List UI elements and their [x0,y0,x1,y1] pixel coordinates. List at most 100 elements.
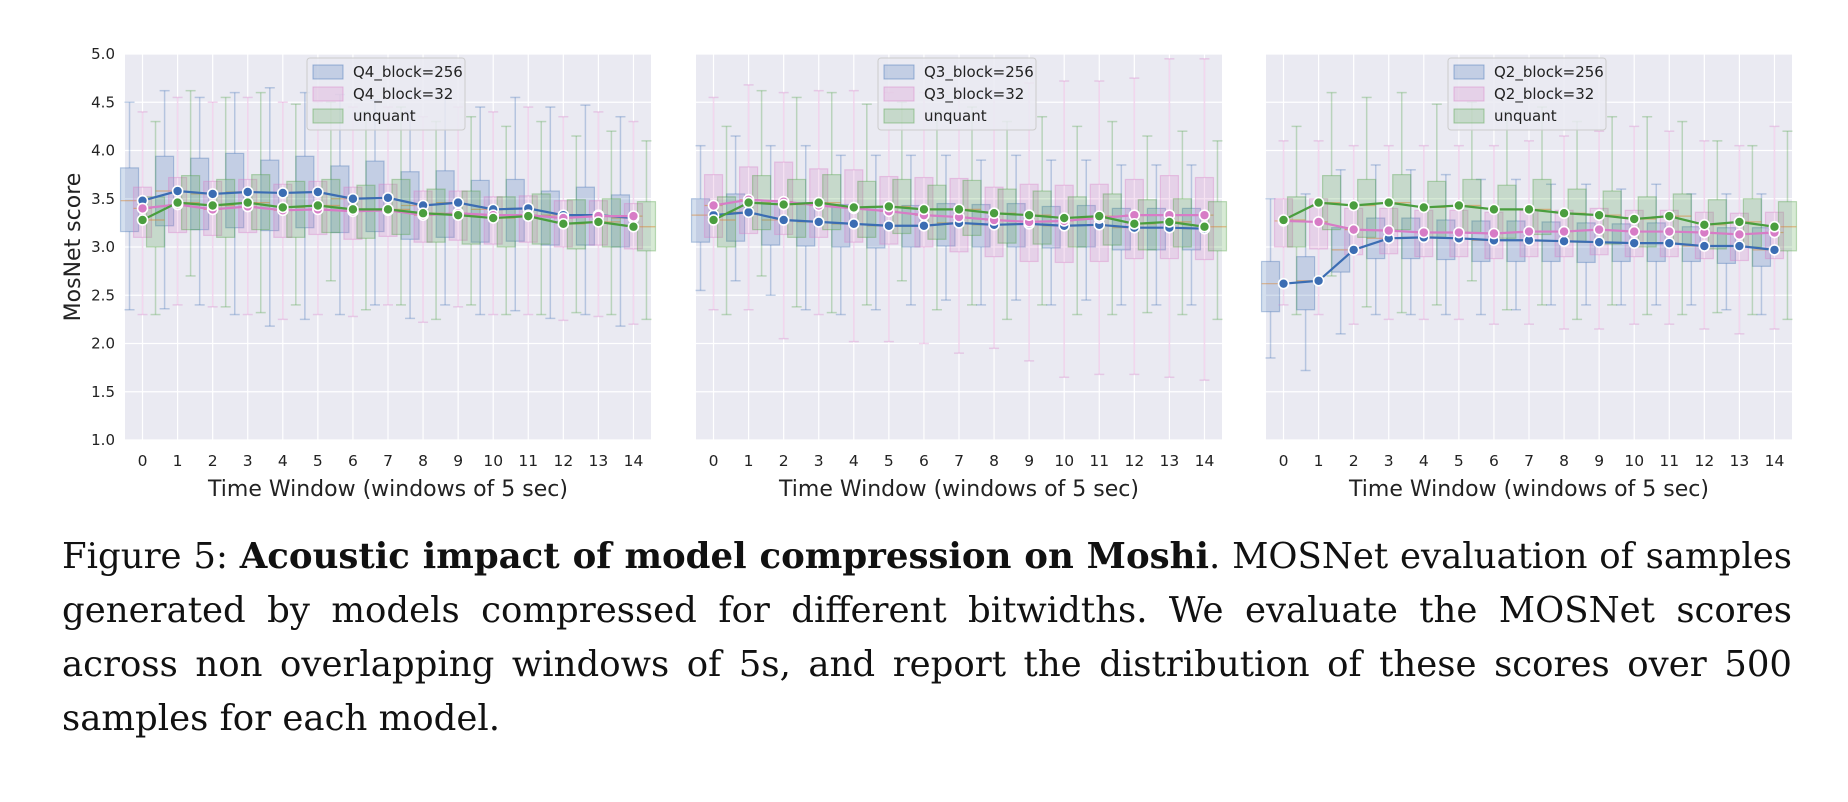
figure-5-chart: 1.01.52.02.53.03.54.04.55.00 1 2 3 4 5 6 7 8 9 10 1… [61,45,1798,502]
box-element [1567,120,1587,321]
legend-label: Q2_block=32 [1494,85,1594,104]
mean-point [382,203,394,216]
x-tick-label: 14 [624,452,644,470]
mean-point [1523,203,1535,216]
x-tick-label: 13 [1730,452,1750,470]
x-tick-label: 11 [518,452,538,470]
legend-label: Q4_block=256 [353,63,463,82]
box-element [866,154,886,311]
mean-point [1453,226,1465,239]
box-element [251,91,271,314]
mean-point [1382,196,1395,209]
legend-label: unquant [924,107,987,125]
mean-point [918,203,930,216]
mean-point [1347,199,1360,212]
mean-point [1698,219,1711,231]
box-element [1207,140,1228,321]
legend-swatch [883,86,915,102]
mean-point [276,201,289,214]
mean-point [452,209,464,221]
mean-point [241,196,254,209]
mean-point [1277,214,1290,226]
legend-swatch [312,108,344,124]
legend-swatch [312,64,344,80]
x-tick-label: 3 [243,452,253,470]
x-tick-label: 1 [1314,452,1324,470]
mean-point [742,196,755,209]
y-tick-label: 3.0 [91,238,115,256]
x-tick-label: 2 [208,452,218,470]
mean-point [347,192,359,205]
y-tick-label: 2.5 [91,286,115,304]
mean-point [206,199,219,212]
box-element [1366,164,1386,316]
mean-point [847,218,860,230]
x-tick-label: 7 [1524,452,1534,470]
mean-point [627,210,640,222]
x-tick-label: 14 [1195,452,1215,470]
legend-label: unquant [1494,107,1557,125]
mean-point [988,207,1000,220]
x-tick-label: 1 [173,452,183,470]
mean-point [312,199,324,212]
x-tick-label: 2 [1349,452,1359,470]
mean-point [1558,225,1570,238]
mean-point [1163,216,1176,228]
mean-point [276,187,289,199]
box-element [426,120,446,321]
mean-point [1698,240,1711,252]
box-element [997,120,1017,321]
mean-point [452,196,464,209]
box-element [796,144,816,311]
x-axis-label: Time Window (windows of 5 sec) [1348,477,1709,502]
iqr-box [1137,199,1157,251]
mean-point [953,203,965,216]
x-tick-label: 9 [1024,452,1034,470]
mean-point [1058,212,1070,224]
mean-point [1312,196,1325,209]
mean-point [171,185,184,197]
mean-point [847,201,860,214]
x-tick-label: 2 [779,452,789,470]
mean-point [241,186,254,198]
figure-caption: Figure 5: Acoustic impact of model compr… [62,530,1792,746]
box-element [610,115,631,327]
x-axis-label: Time Window (windows of 5 sec) [207,477,568,502]
x-tick-label: 10 [1624,452,1644,470]
mean-point [1768,220,1781,233]
mean-point [206,188,219,200]
x-tick-label: 10 [1054,452,1074,470]
x-tick-label: 0 [1279,452,1289,470]
x-tick-label: 7 [954,452,964,470]
x-tick-label: 6 [919,452,929,470]
box-element [636,140,657,321]
legend-label: Q4_block=32 [353,85,453,104]
iqr-box [962,179,982,237]
x-tick-label: 5 [1454,452,1464,470]
iqr-box [787,178,807,238]
mean-point [1733,216,1746,228]
box-element [225,91,245,316]
x-tick-label: 6 [348,452,358,470]
mean-point [1628,225,1640,238]
box-element [761,144,781,296]
mean-point [136,202,149,215]
mean-point [417,207,429,220]
mean-point [777,214,790,226]
x-tick-label: 6 [1489,452,1499,470]
box-element [822,91,842,314]
x-tick-label: 3 [814,452,824,470]
iqr-box [1357,178,1377,238]
mean-point [1558,235,1570,248]
box-element [1146,164,1167,306]
mean-point [1312,274,1325,287]
x-tick-label: 7 [383,452,393,470]
caption-label: Figure 5: [62,536,228,577]
y-axis-label: MosNet score [61,173,86,322]
x-tick-label: 0 [709,452,719,470]
iqr-box [145,196,166,248]
box-element [260,87,280,327]
iqr-box [997,188,1017,244]
legend-swatch [1453,64,1485,80]
